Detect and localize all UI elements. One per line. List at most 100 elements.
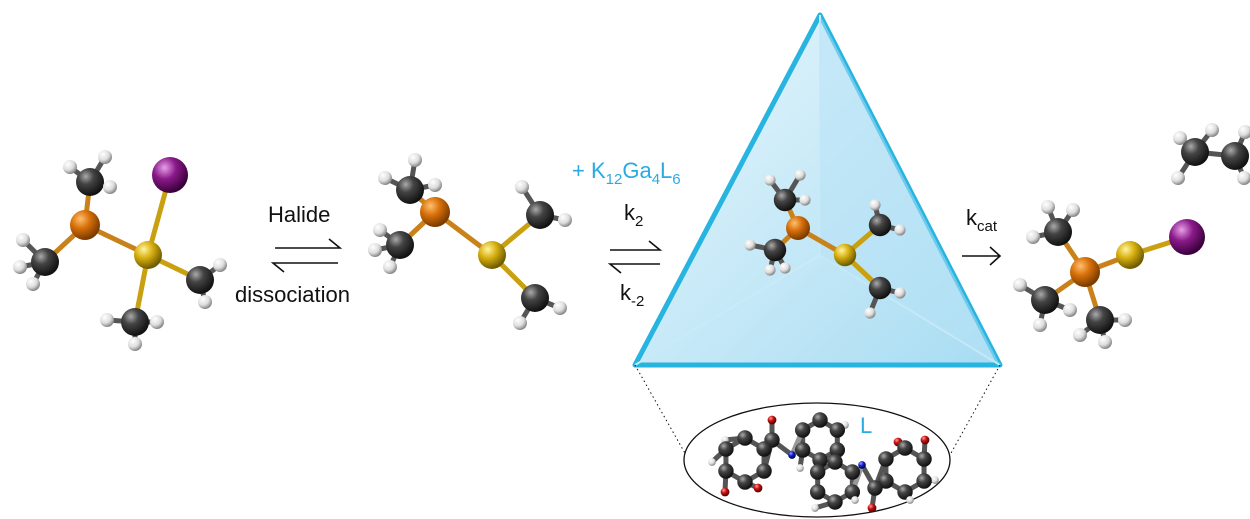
atom: [1238, 125, 1250, 139]
rate-base: k: [620, 280, 632, 305]
atom: [428, 178, 442, 192]
atom: [829, 422, 846, 438]
atom: [378, 171, 392, 185]
host-formula: + K12Ga4L6: [572, 158, 681, 188]
atom: [809, 464, 826, 480]
ligand-label: L: [860, 413, 872, 438]
atom: [1031, 286, 1059, 314]
atom: [737, 474, 753, 490]
atom: [916, 451, 932, 467]
atom: [794, 422, 811, 438]
atom: [894, 287, 906, 299]
atom: [799, 194, 811, 206]
atom: [812, 412, 828, 428]
atom: [408, 153, 422, 167]
atom: [931, 476, 939, 484]
atom: [1221, 142, 1249, 170]
atom: [553, 301, 567, 315]
atom: [844, 464, 861, 480]
atom: [867, 480, 883, 496]
atom: [1171, 171, 1185, 185]
atom: [1237, 171, 1250, 185]
atom: [897, 484, 913, 500]
rate-base: k: [624, 200, 636, 225]
atom: [1041, 200, 1055, 214]
atom: [779, 262, 791, 274]
atom: [753, 483, 763, 493]
atom: [894, 224, 906, 236]
atom: [1086, 306, 1114, 334]
atom: [737, 430, 753, 446]
atom: [1205, 123, 1219, 137]
atom: [1118, 313, 1132, 327]
atom: [809, 484, 826, 500]
atom: [98, 150, 112, 164]
atom: [796, 464, 804, 472]
rate-sub: 2: [635, 213, 643, 230]
atom: [26, 277, 40, 291]
atom: [134, 241, 162, 269]
rate-k-2: k-2: [620, 280, 644, 310]
atom: [396, 176, 424, 204]
atom: [558, 213, 572, 227]
atom: [373, 223, 387, 237]
atom: [1033, 318, 1047, 332]
atom: [128, 337, 142, 351]
halide-label: Halide: [268, 202, 330, 227]
atom: [1116, 241, 1144, 269]
atom: [1026, 230, 1040, 244]
atom: [788, 451, 796, 459]
atom: [794, 442, 811, 458]
atom: [515, 180, 529, 194]
atom: [213, 258, 227, 272]
atom: [867, 503, 877, 513]
atom: [829, 442, 846, 458]
equilibrium-arrow-1: [270, 238, 343, 273]
atom: [718, 441, 734, 457]
atom: [386, 231, 414, 259]
atom: [152, 157, 188, 193]
formula-sub: 6: [672, 171, 680, 188]
atom: [1169, 219, 1205, 255]
atom: [1013, 278, 1027, 292]
atom: [121, 308, 149, 336]
rate-sub: cat: [977, 218, 998, 235]
atom: [368, 243, 382, 257]
atom: [1063, 303, 1077, 317]
atom: [773, 188, 797, 212]
atom: [186, 266, 214, 294]
atom: [16, 233, 30, 247]
atom: [1044, 218, 1072, 246]
atom: [851, 496, 859, 504]
atom: [420, 197, 450, 227]
rate-k2: k2: [624, 200, 643, 230]
atom: [1173, 131, 1187, 145]
formula-sub: 4: [652, 171, 660, 188]
atom: [794, 169, 806, 181]
atom: [868, 276, 892, 300]
atom: [864, 307, 876, 319]
atom: [198, 295, 212, 309]
atom: [811, 504, 819, 512]
atom: [103, 180, 117, 194]
atom: [718, 463, 734, 479]
atom: [708, 458, 716, 466]
molecules: [13, 123, 1250, 513]
atom: [916, 473, 932, 489]
atom: [63, 160, 77, 174]
atom: [878, 473, 894, 489]
formula-sub: 12: [606, 171, 623, 188]
atom: [76, 168, 104, 196]
atom: [31, 248, 59, 276]
atom: [1098, 335, 1112, 349]
atom: [1181, 138, 1209, 166]
atom: [844, 484, 861, 500]
atom: [827, 494, 843, 510]
atom: [869, 199, 881, 211]
dissociation-label: dissociation: [235, 282, 350, 307]
atom: [150, 315, 164, 329]
atom: [1070, 257, 1100, 287]
atom: [767, 415, 777, 425]
equilibrium-arrow-2: [607, 240, 663, 274]
formula-part: Ga: [622, 158, 652, 183]
